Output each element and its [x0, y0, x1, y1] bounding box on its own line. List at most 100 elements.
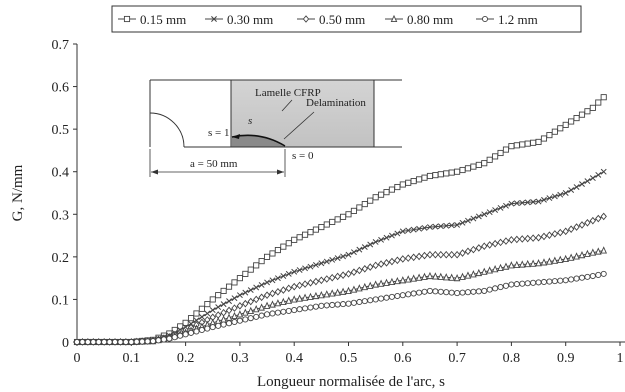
data-point [492, 285, 499, 292]
x-tick-label: 0.9 [557, 351, 575, 366]
data-point [508, 281, 515, 288]
data-point [329, 256, 336, 263]
data-point [448, 222, 455, 229]
data-point [329, 273, 336, 282]
data-point [567, 225, 575, 233]
data-point [274, 299, 282, 307]
data-point [280, 308, 287, 315]
data-point [394, 230, 401, 237]
data-point [339, 287, 347, 295]
data-point [95, 338, 102, 346]
data-point [481, 287, 488, 294]
x-tick-label: 0.2 [177, 351, 195, 366]
data-point [497, 238, 504, 247]
data-point [280, 243, 287, 250]
data-point [551, 256, 559, 264]
data-point [182, 319, 189, 326]
data-point [247, 266, 254, 273]
series-line [77, 215, 604, 343]
data-point [421, 288, 428, 295]
data-point [242, 308, 249, 316]
y-tick-label: 0.1 [52, 293, 70, 308]
data-point [372, 261, 379, 270]
data-point [448, 273, 455, 281]
data-point [231, 311, 238, 320]
data-point [388, 293, 395, 300]
data-point [242, 316, 249, 323]
legend-label: 0.15 mm [140, 12, 186, 27]
data-point [448, 169, 455, 176]
data-point [584, 218, 591, 227]
data-point [405, 291, 412, 298]
data-point [530, 279, 537, 286]
data-point [562, 190, 569, 196]
data-point [144, 338, 151, 345]
data-point [551, 278, 558, 285]
data-point [551, 193, 558, 200]
data-point [551, 230, 559, 238]
data-point [453, 273, 461, 282]
data-point [584, 108, 591, 115]
data-point [318, 302, 325, 309]
data-point [263, 311, 271, 318]
data-point [247, 315, 254, 322]
delamination-arrow-head [232, 134, 240, 139]
data-point [578, 111, 586, 118]
data-point [383, 189, 390, 196]
data-point [225, 320, 233, 327]
data-point [486, 209, 493, 216]
data-point [503, 202, 509, 209]
data-point [557, 277, 564, 284]
data-point [540, 278, 548, 286]
data-point [209, 324, 216, 331]
data-point [231, 295, 238, 302]
data-point [269, 250, 276, 257]
legend-marker [211, 16, 217, 22]
data-point [258, 293, 265, 302]
data-point [453, 250, 461, 259]
data-point [459, 289, 466, 296]
data-point [388, 232, 395, 239]
data-point [410, 253, 417, 262]
data-point [253, 295, 260, 304]
data-point [253, 284, 260, 291]
data-point [345, 211, 352, 218]
data-point [524, 259, 531, 268]
data-point [79, 338, 86, 346]
y-tick-label: 0 [62, 336, 69, 351]
data-point [388, 277, 396, 286]
inset-label-s0: s = 0 [292, 150, 314, 162]
data-point [378, 191, 385, 198]
data-point [497, 204, 504, 211]
data-point [236, 317, 243, 324]
data-point [198, 326, 205, 334]
x-tick-label: 0.4 [285, 351, 303, 366]
data-point [318, 224, 325, 231]
data-point [437, 171, 444, 178]
data-point [465, 217, 471, 224]
data-point [562, 121, 569, 128]
y-axis-ticks: 0 0.1 0.2 0.3 0.4 0.5 0.6 0.7 [52, 38, 77, 351]
data-point [204, 310, 211, 317]
data-point [242, 289, 249, 296]
data-point [600, 168, 607, 175]
series-line [77, 171, 604, 343]
data-point [589, 248, 597, 256]
data-point [464, 271, 472, 279]
data-point [101, 338, 108, 346]
data-point [578, 274, 586, 281]
data-point [399, 292, 406, 299]
data-point [535, 198, 542, 205]
data-point [236, 292, 243, 299]
data-point [225, 283, 233, 290]
data-point [367, 241, 374, 248]
legend-label: 0.80 mm [407, 12, 453, 27]
x-axis-ticks: 0 0.1 0.2 0.3 0.4 0.5 0.6 0.7 0.8 0.9 1 [74, 342, 624, 366]
x-tick-label: 0.7 [448, 351, 466, 366]
data-point [464, 247, 472, 256]
data-point [426, 271, 434, 280]
data-point [372, 194, 379, 201]
data-point [546, 132, 553, 139]
data-point [486, 241, 493, 249]
data-point [481, 242, 488, 251]
